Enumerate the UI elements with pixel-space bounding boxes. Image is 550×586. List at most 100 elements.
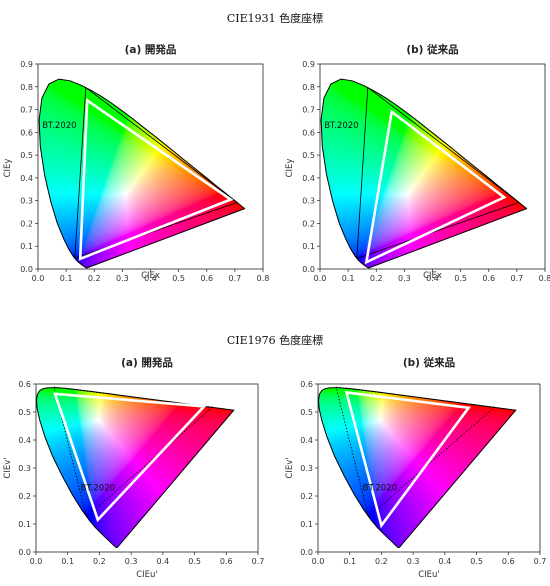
chart-cie1931-conventional: (b) 従来品 BT.2020 0.0 0.1 0.2 0.3 0.4 0.5 0.6 0.7 0.… <box>282 40 550 315</box>
x-tick-label: 0.4 <box>144 274 157 283</box>
y-tick-label: 0.5 <box>18 408 31 417</box>
chart-title: (a) 開発品 <box>121 356 173 369</box>
chart-cie1931-developed: (a) 開発品 BT.2020 0.0 0.1 0.2 0.3 0.4 0.5 0.6 0.7 0.… <box>0 40 270 315</box>
x-tick-label: 0.1 <box>60 274 73 283</box>
y-tick-label: 0.1 <box>302 242 315 251</box>
y-tick-label: 0.2 <box>300 492 313 501</box>
x-axis-label: CIEx <box>423 271 442 281</box>
y-axis-label: CIEv' <box>3 457 13 478</box>
x-tick-label: 0.5 <box>172 274 185 283</box>
x-axis-label: CIEu' <box>136 570 158 580</box>
y-tick-label: 0.2 <box>20 219 33 228</box>
y-tick-label: 0.0 <box>18 548 31 557</box>
x-tick-label: 0.2 <box>88 274 101 283</box>
y-axis-label: CIEv' <box>285 457 295 478</box>
device-gamut <box>344 390 471 529</box>
y-tick-label: 0.1 <box>300 520 313 529</box>
spectral-locus <box>35 387 235 548</box>
y-tick-label: 0.0 <box>302 265 315 274</box>
x-tick-label: 0.2 <box>370 274 383 283</box>
chart-title: (b) 従来品 <box>406 43 458 56</box>
x-tick-label: 0.3 <box>125 557 138 566</box>
y-tick-label: 0.0 <box>300 548 313 557</box>
y-tick-label: 0.5 <box>302 151 315 160</box>
x-tick-label: 0.5 <box>470 557 483 566</box>
x-tick-label: 0.1 <box>343 557 356 566</box>
y-tick-label: 0.3 <box>20 197 33 206</box>
y-tick-label: 0.8 <box>20 83 33 92</box>
x-tick-label: 0.4 <box>156 557 169 566</box>
y-tick-label: 0.6 <box>302 128 315 137</box>
x-tick-label: 0.0 <box>30 557 43 566</box>
device-gamut <box>364 109 507 265</box>
x-tick-label: 0.1 <box>61 557 74 566</box>
x-tick-label: 0.8 <box>257 274 270 283</box>
bt2020-label: BT.2020 <box>81 483 115 493</box>
y-tick-label: 0.5 <box>20 151 33 160</box>
y-tick-label: 0.1 <box>18 520 31 529</box>
x-tick-label: 0.2 <box>375 557 388 566</box>
y-tick-label: 0.5 <box>300 408 313 417</box>
y-tick-label: 0.3 <box>18 464 31 473</box>
x-tick-label: 0.7 <box>534 557 547 566</box>
device-gamut <box>78 97 234 261</box>
chart-svg-cie1931-conventional: (b) 従来品 BT.2020 0.0 0.1 0.2 0.3 0.4 0.5 0.6 0.7 0.… <box>285 43 550 283</box>
x-tick-label: 0.6 <box>220 557 233 566</box>
y-tick-label: 0.1 <box>20 242 33 251</box>
spectral-locus <box>317 387 517 548</box>
x-tick-label: 0.7 <box>252 557 265 566</box>
x-tick-label: 0.3 <box>116 274 129 283</box>
x-tick-label: 0.7 <box>511 274 524 283</box>
x-tick-label: 0.1 <box>342 274 355 283</box>
y-tick-label: 0.3 <box>300 464 313 473</box>
bt2020-label: BT.2020 <box>324 121 358 131</box>
x-tick-label: 0.2 <box>93 557 106 566</box>
x-tick-label: 0.4 <box>438 557 451 566</box>
y-axis-label: CIEy <box>285 159 295 178</box>
x-tick-label: 0.5 <box>454 274 467 283</box>
bt2020-gamut <box>53 386 214 518</box>
bt2020-label: BT.2020 <box>363 483 397 493</box>
chart-title: (a) 開発品 <box>125 43 177 56</box>
x-axis-label: CIEu' <box>418 570 440 580</box>
x-tick-label: 0.3 <box>407 557 420 566</box>
x-tick-label: 0.4 <box>426 274 439 283</box>
x-tick-label: 0.0 <box>312 557 325 566</box>
bt2020-label: BT.2020 <box>42 121 76 131</box>
y-tick-label: 0.2 <box>302 219 315 228</box>
y-tick-label: 0.4 <box>300 436 313 445</box>
y-tick-label: 0.6 <box>20 128 33 137</box>
bt2020-gamut <box>335 386 496 518</box>
x-axis-label: CIEx <box>141 271 160 281</box>
y-tick-label: 0.0 <box>20 265 33 274</box>
y-tick-label: 0.4 <box>20 174 33 183</box>
x-tick-label: 0.0 <box>314 274 327 283</box>
x-tick-label: 0.7 <box>229 274 242 283</box>
y-tick-label: 0.6 <box>300 380 313 389</box>
chart-cie1976-developed: (a) 開発品 BT.2020 0.0 0.1 0.2 0.3 0.4 0.5 0.6 0.7 0.… <box>0 352 270 584</box>
y-tick-label: 0.9 <box>20 60 33 69</box>
chart-title: (b) 従来品 <box>403 356 455 369</box>
x-tick-label: 0.6 <box>482 274 495 283</box>
spectral-locus <box>38 78 246 269</box>
x-tick-label: 0.8 <box>539 274 550 283</box>
y-tick-label: 0.6 <box>18 380 31 389</box>
section-title-cie1931: CIE1931 色度座標 <box>226 12 324 25</box>
y-tick-label: 0.7 <box>20 106 33 115</box>
device-gamut <box>53 392 207 523</box>
y-tick-label: 0.4 <box>18 436 31 445</box>
spectral-locus <box>320 78 528 269</box>
x-tick-label: 0.6 <box>502 557 515 566</box>
bt2020-gamut <box>356 86 520 260</box>
x-tick-label: 0.3 <box>398 274 411 283</box>
y-tick-label: 0.8 <box>302 83 315 92</box>
x-tick-label: 0.6 <box>200 274 213 283</box>
section-title-cie1976: CIE1976 色度座標 <box>226 334 324 347</box>
y-tick-label: 0.3 <box>302 197 315 206</box>
chart-svg-cie1976-developed: (a) 開発品 BT.2020 0.0 0.1 0.2 0.3 0.4 0.5 0.6 0.7 0.… <box>3 356 265 580</box>
y-axis-label: CIEy <box>3 159 13 178</box>
bt2020-gamut <box>74 86 238 260</box>
x-tick-label: 0.0 <box>32 274 45 283</box>
y-tick-label: 0.7 <box>302 106 315 115</box>
y-tick-label: 0.2 <box>18 492 31 501</box>
